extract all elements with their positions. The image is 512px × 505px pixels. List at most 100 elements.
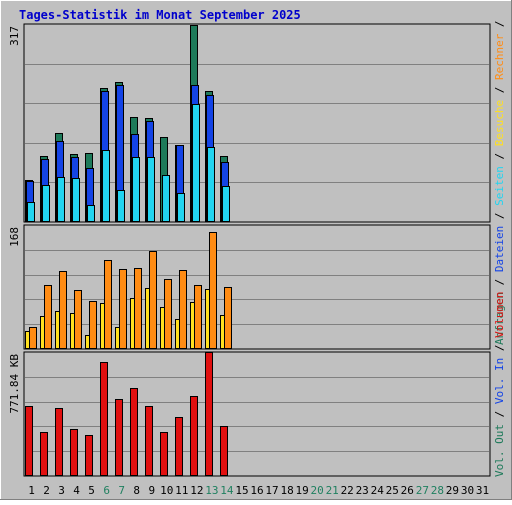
panel-bottom-frame [23,351,491,477]
day-label-30: 30 [461,484,474,497]
legend-item-seiten: Seiten [493,166,506,206]
day-label-12: 12 [190,484,203,497]
legend-upper: Anfragen / Dateien / Seiten / Besuche / … [493,20,506,345]
bar-volumen-day-9 [145,406,153,476]
bar-rechner-day-11 [179,270,187,349]
panels: 317 168 771.84 KB [8,23,491,477]
bar-rechner-day-14 [224,287,232,349]
day-label-25: 25 [386,484,399,497]
day-label-3: 3 [58,484,65,497]
day-label-27: 27 [416,484,429,497]
day-label-6: 6 [103,484,110,497]
day-label-28: 28 [431,484,444,497]
bar-seiten-day-8 [132,157,140,222]
day-label-20: 20 [310,484,323,497]
legend-item-dateien: Dateien [493,226,506,272]
day-label-9: 9 [148,484,155,497]
legend-item-besuche: Besuche [493,100,506,146]
bar-volumen-day-13 [205,352,213,476]
legend-separator: / [493,338,506,358]
bar-volumen-day-3 [55,408,63,476]
bar-rechner-day-8 [134,268,142,349]
day-label-11: 11 [175,484,188,497]
bar-volumen-day-6 [100,362,108,476]
bar-volumen-day-8 [130,388,138,476]
legend: Anfragen / Dateien / Seiten / Besuche / … [493,20,506,477]
panel-middle-ymax-label: 168 [8,227,21,247]
legend-separator: / [493,20,506,33]
bar-rechner-day-13 [209,232,217,349]
bar-volumen-day-2 [40,432,48,476]
day-label-13: 13 [205,484,218,497]
bar-rechner-day-12 [194,285,202,349]
bar-seiten-day-1 [27,202,35,222]
day-label-16: 16 [250,484,263,497]
panel-bottom: 771.84 KB [8,351,491,477]
bar-seiten-day-4 [72,178,80,222]
legend-item-anfragen: Vol. Out [493,424,506,477]
bar-seiten-day-10 [162,175,170,222]
bar-seiten-day-14 [222,186,230,222]
day-label-7: 7 [118,484,125,497]
bar-seiten-day-9 [147,157,155,222]
day-label-31: 31 [476,484,489,497]
bar-rechner-day-9 [149,251,157,349]
legend-lower: Vol. Out / Vol. In / Volumen [493,292,506,477]
bar-seiten-day-7 [117,190,125,222]
day-label-22: 22 [341,484,354,497]
legend-item-volumen: Volumen [493,292,506,338]
legend-separator: / [493,404,506,424]
bar-seiten-day-12 [192,104,200,222]
bar-rechner-day-1 [29,327,37,349]
day-label-1: 1 [28,484,35,497]
day-label-26: 26 [401,484,414,497]
day-label-14: 14 [220,484,234,497]
bar-volumen-day-12 [190,396,198,476]
bar-rechner-day-4 [74,290,82,349]
legend-item-dateien: Vol. In [493,358,506,404]
day-label-23: 23 [356,484,369,497]
day-label-15: 15 [235,484,248,497]
bar-seiten-day-11 [177,193,185,222]
day-label-2: 2 [43,484,50,497]
day-label-10: 10 [160,484,173,497]
bar-volumen-day-5 [85,435,93,476]
day-label-5: 5 [88,484,95,497]
bar-seiten-day-3 [57,177,65,222]
panel-top-ymax-label: 317 [8,26,21,46]
day-label-4: 4 [73,484,80,497]
bar-seiten-day-2 [42,185,50,222]
day-label-17: 17 [265,484,278,497]
day-label-19: 19 [295,484,308,497]
day-axis: 1 2 3 4 5 6 7 8 9 10 11 12 13 14 15 16 17 18 19 20 21 22 23 24 2… [28,484,489,497]
bar-volumen-day-10 [160,432,168,476]
bar-volumen-day-7 [115,399,123,476]
day-label-18: 18 [280,484,293,497]
bar-rechner-day-6 [104,260,112,349]
panel-bottom-ymax-label: 771.84 KB [8,354,21,414]
bar-seiten-day-6 [102,150,110,222]
day-label-21: 21 [326,484,339,497]
bar-volumen-day-4 [70,429,78,476]
legend-item-rechner: Rechner [493,33,506,80]
bar-rechner-day-7 [119,269,127,349]
bar-seiten-day-5 [87,205,95,222]
bar-rechner-day-10 [164,279,172,349]
bar-volumen-day-11 [175,417,183,476]
bar-rechner-day-5 [89,301,97,349]
bar-volumen-day-14 [220,426,228,476]
legend-item-anfragen: Anfragen [493,292,506,345]
bar-rechner-day-3 [59,271,67,349]
panel-middle: 168 [8,224,491,350]
legend-separator: / [493,272,506,292]
chart-title: Tages-Statistik im Monat September 2025 [19,8,301,22]
day-label-8: 8 [133,484,140,497]
panel-top: 317 [8,23,491,223]
bar-rechner-day-2 [44,285,52,349]
legend-separator: / [493,146,506,166]
day-label-24: 24 [371,484,385,497]
bar-seiten-day-13 [207,147,215,222]
legend-separator: / [493,206,506,226]
